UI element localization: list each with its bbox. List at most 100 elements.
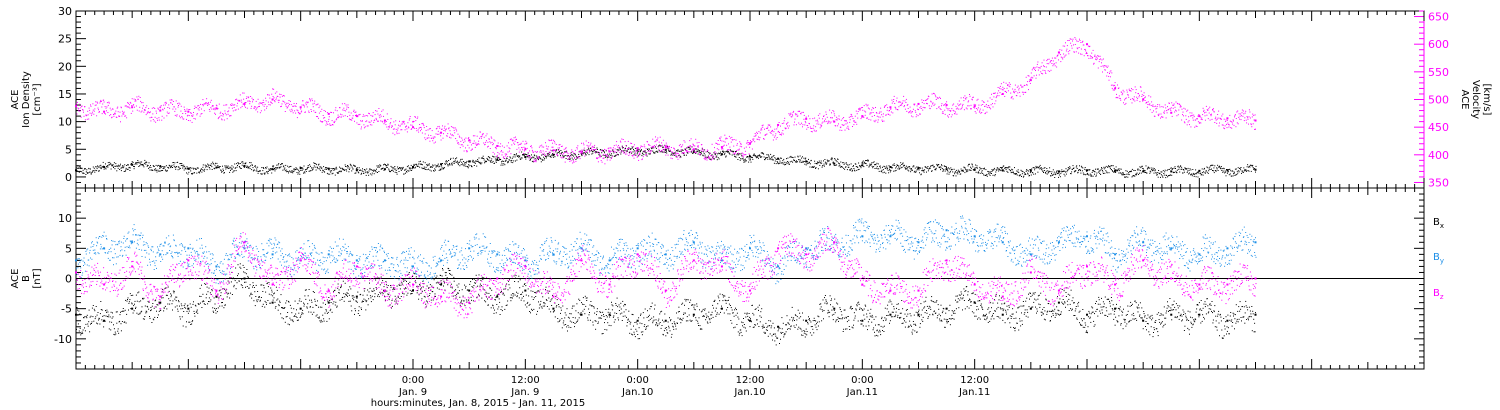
series-top-1-sample xyxy=(644,146,646,148)
series-top-1-sample xyxy=(340,113,341,115)
series-top-1-sample xyxy=(108,101,110,103)
series-top-0-sample xyxy=(957,173,959,175)
series-top-0-sample xyxy=(264,173,266,175)
series-top-1-sample xyxy=(703,158,705,159)
series-top-0-sample xyxy=(423,168,425,169)
series-top-0-sample xyxy=(446,162,448,164)
series-top-0-sample xyxy=(1066,171,1068,173)
series-top-1-point xyxy=(159,109,162,112)
series-top-1-sample xyxy=(79,103,81,105)
series-top-0-sample xyxy=(1156,174,1158,175)
series-top-1-sample xyxy=(433,142,435,144)
series-top-1-sample xyxy=(838,123,839,125)
series-top-0-sample xyxy=(1216,168,1218,170)
series-top-0-sample xyxy=(366,171,368,173)
series-top-0-sample xyxy=(919,172,920,174)
series-top-0-sample xyxy=(471,166,473,168)
series-top-0-sample xyxy=(621,145,623,147)
series-top-1-sample xyxy=(114,112,116,114)
series-top-0-sample xyxy=(930,165,932,166)
series-top-1-sample xyxy=(160,105,162,107)
series-top-1-sample xyxy=(565,147,567,149)
series-top-0-sample xyxy=(252,167,254,169)
series-top-1-sample xyxy=(406,131,408,133)
series-top-1-sample xyxy=(394,124,396,126)
series-top-1-point xyxy=(327,112,330,115)
series-top-1-sample xyxy=(336,110,338,112)
series-top-0-sample xyxy=(111,164,113,166)
series-top-0-sample xyxy=(832,162,834,164)
series-top-0-sample xyxy=(1047,172,1049,174)
series-top-0-sample xyxy=(165,170,167,172)
series-top-0-sample xyxy=(221,171,223,173)
series-top-0-sample xyxy=(706,156,708,158)
series-top-1-sample xyxy=(830,117,831,119)
series-top-0-sample xyxy=(1128,174,1130,176)
series-top-0-sample xyxy=(230,167,232,169)
series-top-1-sample xyxy=(83,115,85,117)
series-top-1-sample xyxy=(575,156,577,158)
series-top-1-sample xyxy=(915,111,917,113)
series-top-0-sample xyxy=(782,163,784,165)
series-top-1-sample xyxy=(167,107,169,108)
series-top-0-sample xyxy=(817,162,819,164)
series-top-0-sample xyxy=(558,149,560,151)
series-top-0-sample xyxy=(927,166,929,167)
series-top-0-sample xyxy=(1228,174,1230,176)
series-top-0-sample xyxy=(1192,169,1194,170)
series-top-0-sample xyxy=(909,166,911,168)
series-top-0-sample xyxy=(444,163,446,165)
series-top-0-sample xyxy=(1150,167,1152,169)
series-top-0-sample xyxy=(1046,173,1048,175)
series-top-1-sample xyxy=(470,140,472,142)
series-top-0-sample xyxy=(648,148,650,150)
series-top-1-sample xyxy=(411,128,413,130)
series-top-1-sample xyxy=(671,151,673,153)
series-top-1-sample xyxy=(848,129,850,130)
series-top-1-point xyxy=(1086,43,1088,46)
series-top-1-sample xyxy=(395,120,397,122)
series-top-1-sample xyxy=(243,98,245,100)
series-top-1-sample xyxy=(355,115,356,116)
series-top-0-point xyxy=(805,160,808,163)
series-top-1-sample xyxy=(615,144,617,146)
series-top-1-sample xyxy=(237,99,239,101)
series-top-1-sample xyxy=(147,111,149,113)
series-top-0-sample xyxy=(114,168,116,170)
series-top-0-sample xyxy=(1226,169,1228,170)
series-top-0-sample xyxy=(1167,176,1168,178)
series-top-0-sample xyxy=(929,167,931,169)
series-top-1-sample xyxy=(501,145,503,147)
series-top-1-sample xyxy=(927,98,929,100)
series-top-0-sample xyxy=(780,157,781,159)
series-top-0-sample xyxy=(467,167,469,169)
series-top-0-sample xyxy=(459,165,461,167)
series-top-0-sample xyxy=(864,163,866,164)
series-top-0-sample xyxy=(349,163,351,165)
series-top-0-sample xyxy=(260,173,262,175)
series-top-1-sample xyxy=(450,133,451,135)
series-top-1-sample xyxy=(533,159,535,161)
series-top-1-sample xyxy=(189,109,191,110)
series-top-1-sample xyxy=(812,118,814,120)
series-top-0-sample xyxy=(1176,172,1178,174)
series-top-0-sample xyxy=(865,163,867,165)
series-top-0-sample xyxy=(1065,168,1067,170)
series-top-0-sample xyxy=(186,167,188,169)
series-top-0-sample xyxy=(303,171,305,173)
series-top-1-sample xyxy=(674,149,676,151)
series-top-1-sample xyxy=(872,112,874,113)
series-top-1-sample xyxy=(582,142,584,144)
series-top-1-point xyxy=(861,115,864,118)
series-top-1-sample xyxy=(301,110,303,112)
series-top-1-sample xyxy=(896,100,897,102)
series-top-0-sample xyxy=(640,149,642,151)
series-top-0-sample xyxy=(894,170,896,172)
series-top-1-sample xyxy=(559,144,561,146)
series-top-1-sample xyxy=(618,146,620,148)
series-top-1-sample xyxy=(812,127,814,129)
series-top-1-sample xyxy=(476,145,478,146)
series-top-0-sample xyxy=(1013,171,1014,173)
series-top-0-sample xyxy=(676,150,677,152)
series-top-0-sample xyxy=(104,167,106,169)
